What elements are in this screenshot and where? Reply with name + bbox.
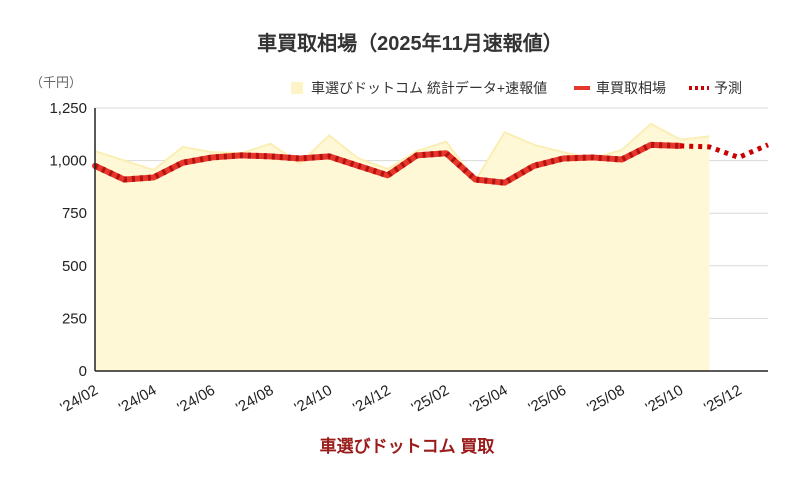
x-tick-label: '25/02	[409, 382, 452, 417]
area-fill	[95, 123, 710, 371]
y-axis-unit-label: （千円）	[30, 75, 82, 90]
legend-label-forecast: 予測	[714, 80, 742, 96]
legend-label-statistics: 車選びドットコム 統計データ+速報値	[311, 80, 547, 96]
chart-title: 車買取相場（2025年11月速報値）	[257, 31, 563, 55]
y-tick-label: 500	[62, 258, 87, 275]
x-tick-labels: '24/02 '24/04 '24/06 '24/08 '24/10 '24/12 '25/…	[58, 382, 745, 417]
y-tick-labels: 0 250 500 750 1,000 1,250	[49, 100, 87, 380]
y-tick-label: 750	[62, 205, 87, 222]
legend-swatch-area	[291, 82, 303, 94]
legend-label-market-price: 車買取相場	[596, 80, 666, 96]
x-tick-label: '24/12	[350, 382, 393, 417]
x-tick-label: '24/08	[233, 382, 276, 417]
y-tick-label: 250	[62, 310, 87, 327]
chart-footer-source: 車選びドットコム 買取	[320, 436, 495, 456]
x-tick-label: '25/10	[643, 382, 686, 417]
y-tick-label: 1,250	[49, 100, 87, 117]
x-tick-label: '24/10	[292, 382, 335, 417]
x-tick-label: '25/06	[526, 382, 569, 417]
y-tick-label: 1,000	[49, 153, 87, 170]
x-tick-label: '24/06	[175, 382, 218, 417]
x-tick-label: '25/04	[467, 382, 510, 417]
y-tick-label: 0	[79, 363, 87, 380]
area-edge	[94, 122, 710, 183]
statistics-area-series	[94, 122, 710, 371]
market-price-line-series	[92, 141, 684, 186]
x-tick-label: '24/04	[116, 382, 159, 417]
axes	[94, 108, 768, 372]
x-tick-label: '25/08	[584, 382, 627, 417]
chart-legend: 車選びドットコム 統計データ+速報値 車買取相場 予測	[291, 80, 742, 96]
market-price-line-texture	[93, 141, 681, 186]
x-tick-label: '25/12	[701, 382, 744, 417]
x-tick-label: '24/02	[58, 382, 101, 417]
